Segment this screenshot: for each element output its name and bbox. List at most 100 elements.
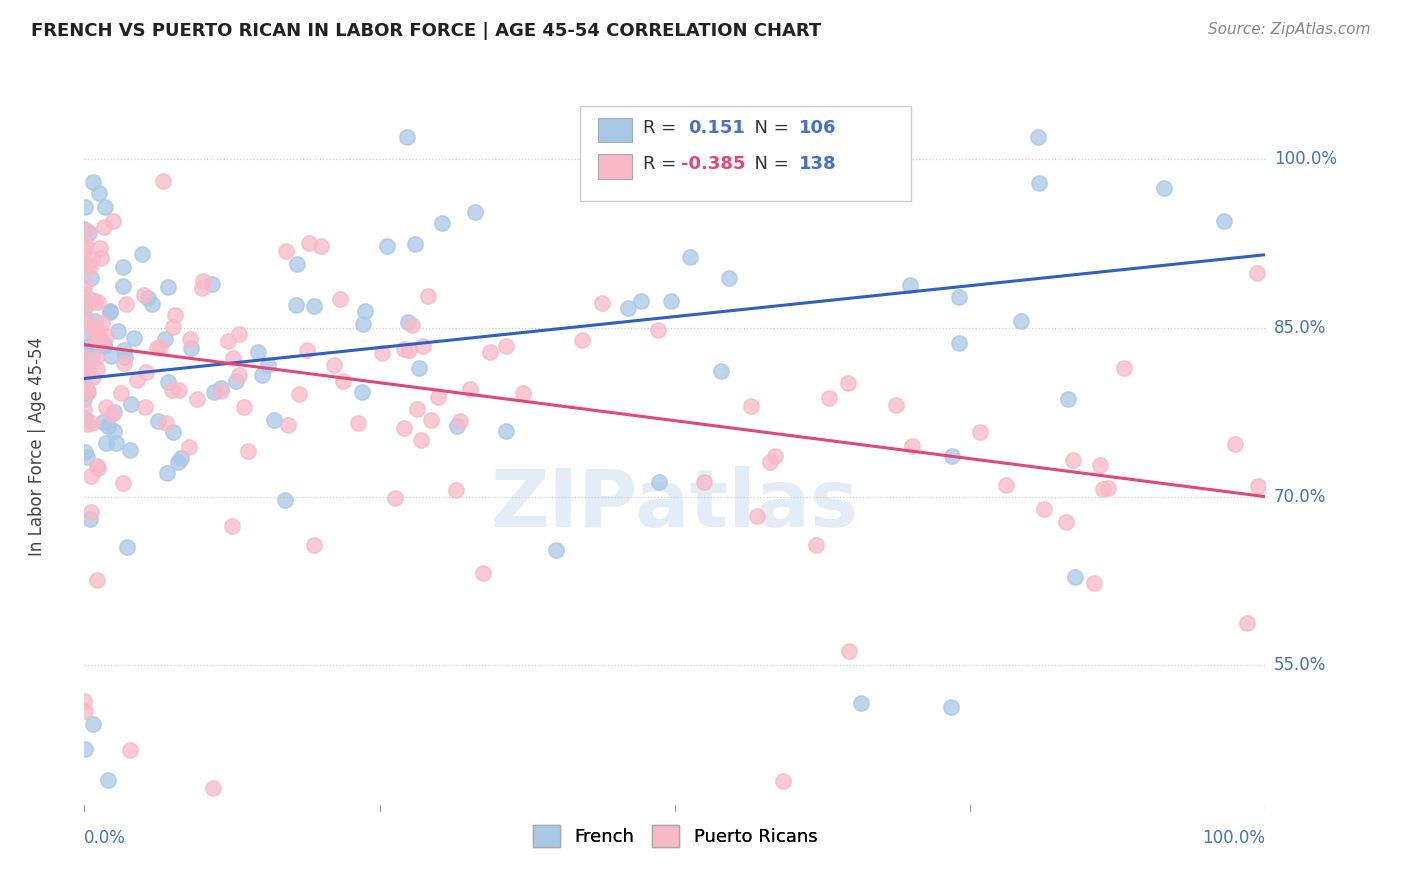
Point xyxy=(93,337,115,351)
Text: 138: 138 xyxy=(799,155,837,173)
Point xyxy=(186,392,208,406)
Point xyxy=(84,314,107,328)
Point xyxy=(79,512,101,526)
Point xyxy=(80,293,103,307)
Point xyxy=(75,237,97,252)
Point xyxy=(450,414,472,428)
Point xyxy=(75,705,97,719)
Point xyxy=(693,475,716,490)
Point xyxy=(73,290,96,304)
Point xyxy=(804,538,827,552)
Point xyxy=(512,385,534,400)
Point xyxy=(404,236,426,251)
Point xyxy=(73,222,96,236)
Text: 70.0%: 70.0% xyxy=(1274,488,1326,506)
Point xyxy=(103,214,125,228)
Point xyxy=(103,405,125,419)
Point xyxy=(80,252,103,266)
Point xyxy=(1247,478,1270,492)
Point xyxy=(217,334,239,348)
Point xyxy=(100,349,122,363)
Point xyxy=(647,323,669,337)
Point xyxy=(75,298,97,312)
Point xyxy=(94,400,117,414)
Point xyxy=(679,251,702,265)
FancyBboxPatch shape xyxy=(598,118,633,143)
Point xyxy=(132,287,155,301)
Point xyxy=(73,380,96,394)
Point xyxy=(114,350,136,364)
Text: N =: N = xyxy=(744,155,794,173)
Text: 85.0%: 85.0% xyxy=(1274,318,1326,337)
Point xyxy=(84,323,107,337)
Point xyxy=(75,256,97,270)
Point xyxy=(412,339,434,353)
Point xyxy=(112,279,135,293)
Point xyxy=(87,461,110,475)
Point xyxy=(80,505,103,519)
Point xyxy=(837,376,859,390)
Point xyxy=(408,361,430,376)
Point xyxy=(941,449,963,463)
Point xyxy=(79,260,101,275)
Point xyxy=(763,449,786,463)
Point xyxy=(201,277,224,292)
Point xyxy=(73,392,96,406)
Point xyxy=(86,573,108,587)
Point xyxy=(202,781,225,796)
Point xyxy=(426,390,449,404)
Point xyxy=(73,694,96,708)
Point xyxy=(105,436,128,450)
Point xyxy=(153,332,176,346)
Text: 0.151: 0.151 xyxy=(688,119,745,136)
Point xyxy=(101,407,124,421)
Text: Source: ZipAtlas.com: Source: ZipAtlas.com xyxy=(1208,22,1371,37)
Point xyxy=(75,241,97,255)
Point xyxy=(167,455,190,469)
Point xyxy=(167,383,190,397)
Point xyxy=(94,200,117,214)
Point xyxy=(464,205,486,219)
Point xyxy=(112,356,135,370)
Point xyxy=(103,425,125,439)
Point xyxy=(131,247,153,261)
Point xyxy=(82,717,104,731)
Point xyxy=(418,289,440,303)
Point xyxy=(155,466,177,480)
Point xyxy=(162,320,184,334)
Point xyxy=(115,297,138,311)
Point xyxy=(375,239,398,253)
Point xyxy=(89,186,111,201)
Point xyxy=(125,373,148,387)
Point xyxy=(98,304,121,318)
Point xyxy=(838,644,860,658)
Text: R =: R = xyxy=(643,155,682,173)
Point xyxy=(1088,458,1111,472)
Point xyxy=(84,351,107,365)
Text: 100.0%: 100.0% xyxy=(1202,829,1265,847)
Point xyxy=(1092,482,1115,496)
Point xyxy=(146,414,169,428)
Point xyxy=(77,226,100,240)
Point xyxy=(73,365,96,379)
Point xyxy=(122,331,145,345)
Point xyxy=(647,475,669,489)
Point xyxy=(135,365,157,379)
Point xyxy=(710,364,733,378)
Point xyxy=(571,333,593,347)
Point xyxy=(1062,453,1084,467)
Point xyxy=(93,338,115,352)
Point xyxy=(347,416,370,430)
Point xyxy=(83,330,105,344)
Point xyxy=(228,326,250,341)
Point xyxy=(430,216,453,230)
Point xyxy=(398,343,420,358)
Point xyxy=(288,387,311,401)
Point xyxy=(630,294,652,309)
Point xyxy=(162,425,184,439)
Point xyxy=(817,391,839,405)
Point xyxy=(97,419,120,434)
Point xyxy=(849,696,872,710)
Point xyxy=(228,368,250,382)
Point xyxy=(120,742,142,756)
